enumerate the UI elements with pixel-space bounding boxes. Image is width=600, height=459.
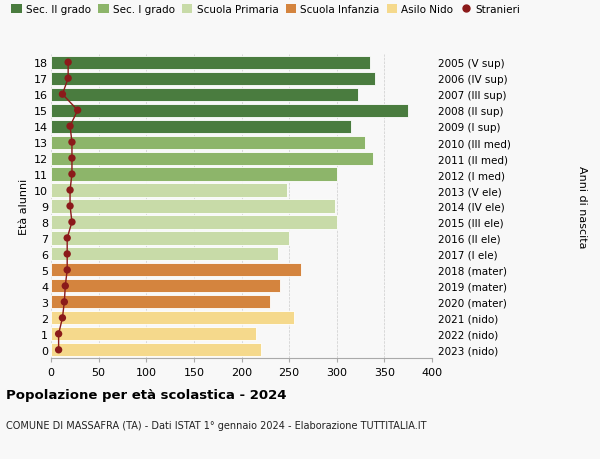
- Point: [67, 171, 77, 179]
- Point: [62, 235, 72, 242]
- Bar: [51, 312, 294, 325]
- Legend: Sec. II grado, Sec. I grado, Scuola Primaria, Scuola Infanzia, Asilo Nido, Stran: Sec. II grado, Sec. I grado, Scuola Prim…: [11, 5, 520, 15]
- Bar: [51, 343, 260, 357]
- Point: [58, 314, 67, 322]
- Bar: [51, 328, 256, 341]
- Bar: [51, 264, 301, 277]
- Point: [73, 107, 82, 115]
- Y-axis label: Anni di nascita: Anni di nascita: [577, 165, 587, 248]
- Point: [65, 203, 75, 210]
- Bar: [51, 232, 289, 245]
- Point: [61, 283, 70, 290]
- Text: COMUNE DI MASSAFRA (TA) - Dati ISTAT 1° gennaio 2024 - Elaborazione TUTTITALIA.I: COMUNE DI MASSAFRA (TA) - Dati ISTAT 1° …: [6, 420, 427, 430]
- Bar: [51, 89, 358, 101]
- Point: [54, 347, 64, 354]
- Bar: [51, 280, 280, 293]
- Bar: [51, 104, 408, 118]
- Point: [67, 219, 77, 226]
- Point: [64, 59, 73, 67]
- Bar: [51, 216, 337, 229]
- Point: [62, 251, 72, 258]
- Bar: [51, 136, 365, 149]
- Point: [65, 187, 75, 194]
- Point: [64, 75, 73, 83]
- Point: [65, 123, 75, 130]
- Bar: [51, 56, 370, 70]
- Bar: [51, 296, 270, 309]
- Bar: [51, 168, 337, 181]
- Point: [62, 267, 72, 274]
- Bar: [51, 248, 278, 261]
- Bar: [51, 184, 287, 197]
- Point: [54, 330, 64, 338]
- Bar: [51, 120, 351, 134]
- Bar: [51, 73, 375, 85]
- Bar: [51, 200, 335, 213]
- Point: [67, 139, 77, 146]
- Bar: [51, 152, 373, 165]
- Y-axis label: Età alunni: Età alunni: [19, 179, 29, 235]
- Point: [58, 91, 67, 99]
- Text: Popolazione per età scolastica - 2024: Popolazione per età scolastica - 2024: [6, 388, 287, 401]
- Point: [59, 298, 69, 306]
- Point: [67, 155, 77, 162]
